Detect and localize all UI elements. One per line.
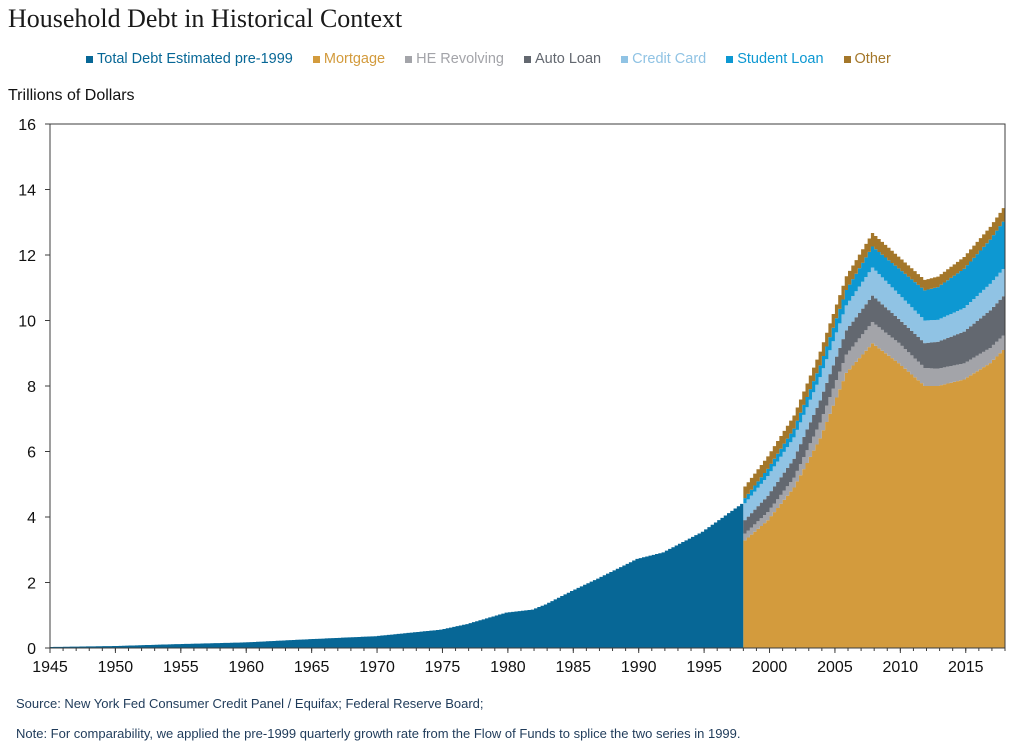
chart-title: Household Debt in Historical Context — [8, 4, 403, 33]
legend-label: Credit Card — [632, 51, 707, 67]
legend-label: Auto Loan — [534, 51, 602, 67]
legend-swatch — [312, 55, 320, 63]
series-area-mortgage — [743, 343, 1005, 648]
series-area-student-loan — [743, 221, 1005, 504]
legend-label: HE Revolving — [416, 51, 504, 67]
series-area-credit-card — [743, 267, 1005, 521]
y-axis-title: Trillions of Dollars — [8, 87, 135, 104]
series-area-auto-loan — [743, 295, 1005, 534]
legend-swatch — [843, 55, 851, 63]
series-area-he-revolving — [743, 322, 1005, 541]
x-tick-label: 1995 — [686, 659, 722, 676]
legend-item-mortgage: Mortgage — [312, 51, 386, 67]
y-tick-label: 4 — [27, 510, 36, 527]
y-tick-label: 2 — [27, 576, 36, 593]
legend-item-credit-card: Credit Card — [621, 51, 706, 67]
x-tick-label: 1985 — [555, 659, 591, 676]
y-tick-label: 8 — [27, 379, 36, 396]
legend-item-other: Other — [843, 51, 891, 67]
source-note: Source: New York Fed Consumer Credit Pan… — [16, 696, 484, 711]
y-tick-label: 6 — [27, 445, 36, 462]
x-tick-label: 1980 — [490, 659, 526, 676]
y-tick-label: 12 — [18, 248, 36, 265]
legend-item-he-revolving: HE Revolving — [405, 51, 504, 67]
x-tick-label: 2010 — [883, 659, 919, 676]
x-tick-label: 1965 — [294, 659, 330, 676]
legend-item-auto-loan: Auto Loan — [523, 51, 602, 67]
x-tick-label: 2005 — [817, 659, 853, 676]
series-area-other — [743, 208, 1005, 499]
legend-swatch — [405, 55, 413, 63]
x-tick-label: 1970 — [359, 659, 395, 676]
legend-label: Student Loan — [737, 51, 824, 67]
debt-stacked-area-chart: 0 2 4 6 8 10 12 14 16 1945 1950 1955 1960 1965 1970 197… — [18, 117, 1006, 676]
legend-item-student-loan: Student Loan — [726, 51, 824, 67]
y-tick-label: 10 — [18, 314, 36, 331]
legend-swatch — [86, 55, 93, 63]
x-tick-label: 1955 — [163, 659, 199, 676]
series-area-pre1999 — [50, 503, 744, 648]
legend-swatch — [523, 55, 531, 63]
y-tick-label: 16 — [18, 117, 36, 134]
legend-label: Total Debt Estimated pre-1999 — [97, 51, 293, 67]
legend-label: Mortgage — [323, 51, 386, 67]
chart-legend: Total Debt Estimated pre-1999 Mortgage H… — [86, 51, 911, 67]
x-tick-label: 2000 — [752, 659, 788, 676]
methodology-note: Note: For comparability, we applied the … — [16, 726, 741, 741]
x-tick-label: 1945 — [32, 659, 68, 676]
legend-item-pre1999: Total Debt Estimated pre-1999 — [86, 51, 293, 67]
legend-swatch — [621, 55, 629, 63]
legend-swatch — [726, 55, 734, 63]
x-tick-label: 1975 — [425, 659, 461, 676]
x-tick-label: 1960 — [228, 659, 264, 676]
y-tick-label: 0 — [27, 641, 36, 658]
legend-label: Other — [854, 51, 891, 67]
y-tick-label: 14 — [18, 183, 36, 200]
x-tick-label: 1990 — [621, 659, 657, 676]
x-tick-label: 2015 — [948, 659, 984, 676]
x-tick-label: 1950 — [98, 659, 134, 676]
